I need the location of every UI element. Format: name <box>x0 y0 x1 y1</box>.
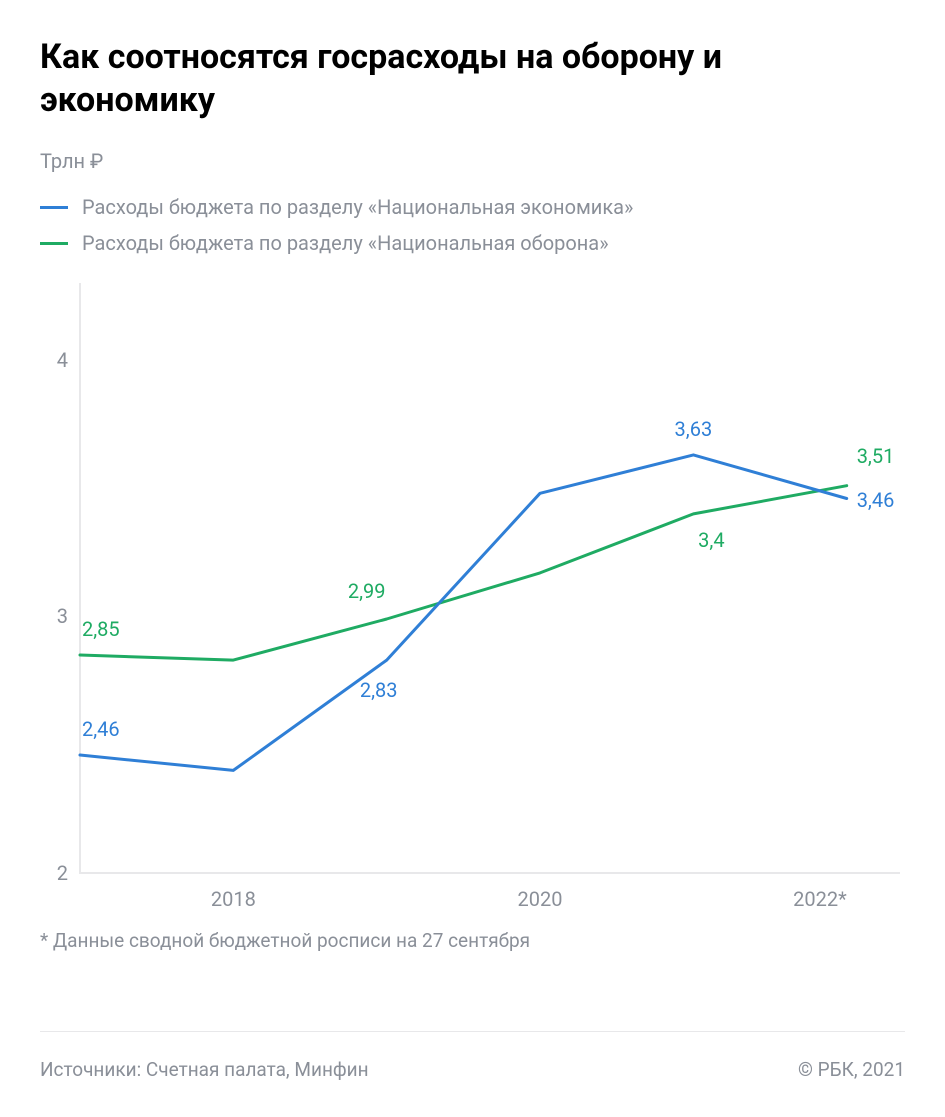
legend-swatch-economy <box>40 206 68 209</box>
footer: Источники: Счетная палата, Минфин © РБК,… <box>40 1031 905 1081</box>
footer-sources: Источники: Счетная палата, Минфин <box>40 1058 369 1081</box>
legend-label-defense: Расходы бюджета по разделу «Национальная… <box>82 231 609 255</box>
y-tick-label: 3 <box>57 604 80 628</box>
chart-svg <box>80 283 900 873</box>
footer-copyright: © РБК, 2021 <box>798 1058 905 1081</box>
data-label-defense: 3,4 <box>698 528 724 552</box>
series-line-economy <box>80 455 847 771</box>
series-line-defense <box>80 486 847 660</box>
legend-label-economy: Расходы бюджета по разделу «Национальная… <box>82 195 633 219</box>
data-label-defense: 3,51 <box>857 444 895 468</box>
data-label-defense: 2,99 <box>348 579 386 603</box>
x-tick-label: 2020 <box>518 873 563 911</box>
x-tick-label: 2018 <box>211 873 256 911</box>
chart-title: Как соотносятся госрасходы на оборону и … <box>40 36 905 121</box>
data-label-economy: 2,83 <box>360 678 398 702</box>
y-tick-label: 2 <box>57 861 80 885</box>
unit-label: Трлн ₽ <box>40 149 905 173</box>
legend-item-defense: Расходы бюджета по разделу «Национальная… <box>40 231 905 255</box>
chart-area: 234201820202022*2,852,993,43,512,462,833… <box>80 283 900 873</box>
x-tick-label: 2022* <box>793 873 847 911</box>
legend-swatch-defense <box>40 242 68 245</box>
data-label-defense: 2,85 <box>82 617 120 641</box>
data-label-economy: 2,46 <box>82 717 120 741</box>
footnote: * Данные сводной бюджетной росписи на 27… <box>40 929 905 952</box>
legend: Расходы бюджета по разделу «Национальная… <box>40 195 905 255</box>
data-label-economy: 3,46 <box>857 488 895 512</box>
data-label-economy: 3,63 <box>675 417 713 441</box>
y-tick-label: 4 <box>57 348 80 372</box>
legend-item-economy: Расходы бюджета по разделу «Национальная… <box>40 195 905 219</box>
